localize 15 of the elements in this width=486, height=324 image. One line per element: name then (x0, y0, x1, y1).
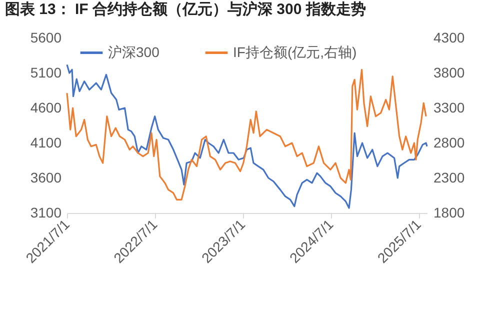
y2-tick-label: 4300 (434, 30, 465, 46)
y2-tick-label: 3300 (434, 100, 465, 116)
legend-label: 沪深300 (108, 44, 160, 60)
y-tick-label: 5100 (30, 64, 62, 80)
y2-tick-label: 3800 (434, 64, 465, 80)
y-tick-label: 3600 (30, 170, 62, 186)
chart-title: 图表 13： IF 合约持仓额（亿元）与沪深 300 指数走势 (5, 0, 366, 18)
legend-label: IF持仓额(亿元,右轴) (233, 44, 357, 60)
y-tick-label: 4600 (30, 100, 62, 116)
y2-tick-label: 2800 (434, 134, 465, 150)
y-tick-label: 4100 (30, 134, 62, 150)
y-tick-label: 5600 (30, 30, 62, 46)
y-tick-label: 3100 (30, 204, 62, 220)
y2-tick-label: 2300 (434, 170, 465, 186)
y2-tick-label: 1800 (434, 204, 465, 220)
